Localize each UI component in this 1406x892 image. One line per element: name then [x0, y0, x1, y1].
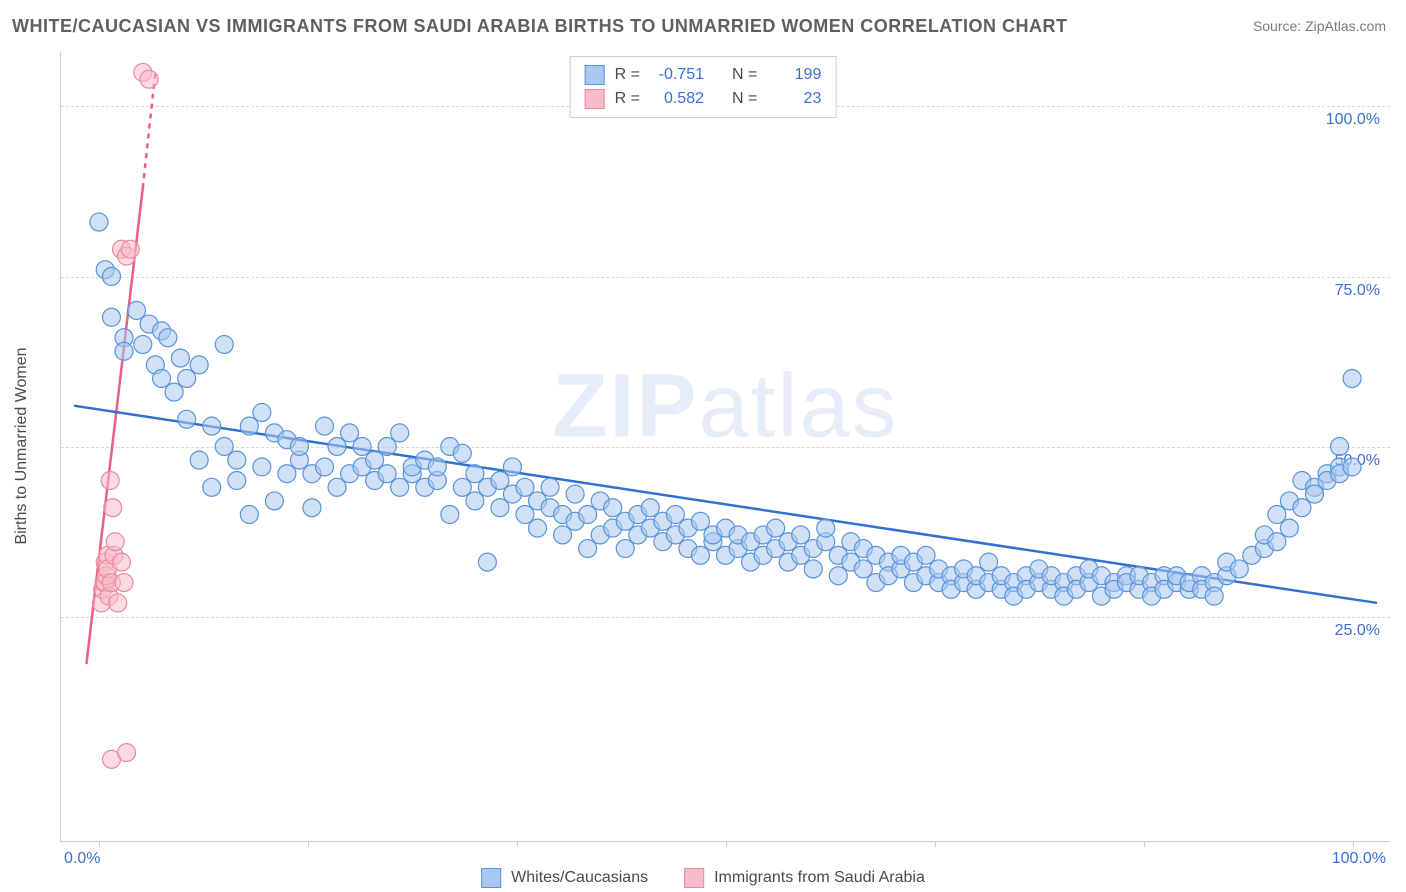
chart-container: WHITE/CAUCASIAN VS IMMIGRANTS FROM SAUDI… — [0, 0, 1406, 892]
legend-correlation: R = -0.751 N = 199 R = 0.582 N = 23 — [570, 56, 837, 118]
y-axis-title: Births to Unmarried Women — [13, 347, 31, 544]
legend-label-blue: Whites/Caucasians — [511, 869, 648, 887]
x-axis-max-label: 100.0% — [1332, 850, 1386, 868]
swatch-pink — [585, 89, 605, 109]
n-label: N = — [732, 87, 757, 111]
x-tick — [1353, 841, 1354, 847]
legend-row-blue: R = -0.751 N = 199 — [585, 63, 822, 87]
x-tick — [1144, 841, 1145, 847]
r-value-pink: 0.582 — [650, 87, 704, 111]
r-label: R = — [615, 63, 640, 87]
swatch-blue-bottom — [481, 868, 501, 888]
plot-area: ZIPatlas 25.0%50.0%75.0%100.0% — [60, 52, 1390, 842]
n-value-blue: 199 — [767, 63, 821, 87]
swatch-blue — [585, 65, 605, 85]
r-label: R = — [615, 87, 640, 111]
source-attribution: Source: ZipAtlas.com — [1253, 18, 1386, 34]
x-tick — [935, 841, 936, 847]
x-tick — [517, 841, 518, 847]
x-tick — [726, 841, 727, 847]
n-value-pink: 23 — [767, 87, 821, 111]
source-prefix: Source: — [1253, 18, 1305, 34]
chart-title: WHITE/CAUCASIAN VS IMMIGRANTS FROM SAUDI… — [12, 16, 1067, 37]
swatch-pink-bottom — [684, 868, 704, 888]
chart-svg — [61, 52, 1390, 841]
legend-label-pink: Immigrants from Saudi Arabia — [714, 869, 925, 887]
legend-series: Whites/Caucasians Immigrants from Saudi … — [481, 868, 925, 888]
n-label: N = — [732, 63, 757, 87]
r-value-blue: -0.751 — [650, 63, 704, 87]
legend-row-pink: R = 0.582 N = 23 — [585, 87, 822, 111]
x-tick — [99, 841, 100, 847]
x-axis-min-label: 0.0% — [64, 850, 100, 868]
x-tick — [308, 841, 309, 847]
source-name: ZipAtlas.com — [1305, 18, 1386, 34]
